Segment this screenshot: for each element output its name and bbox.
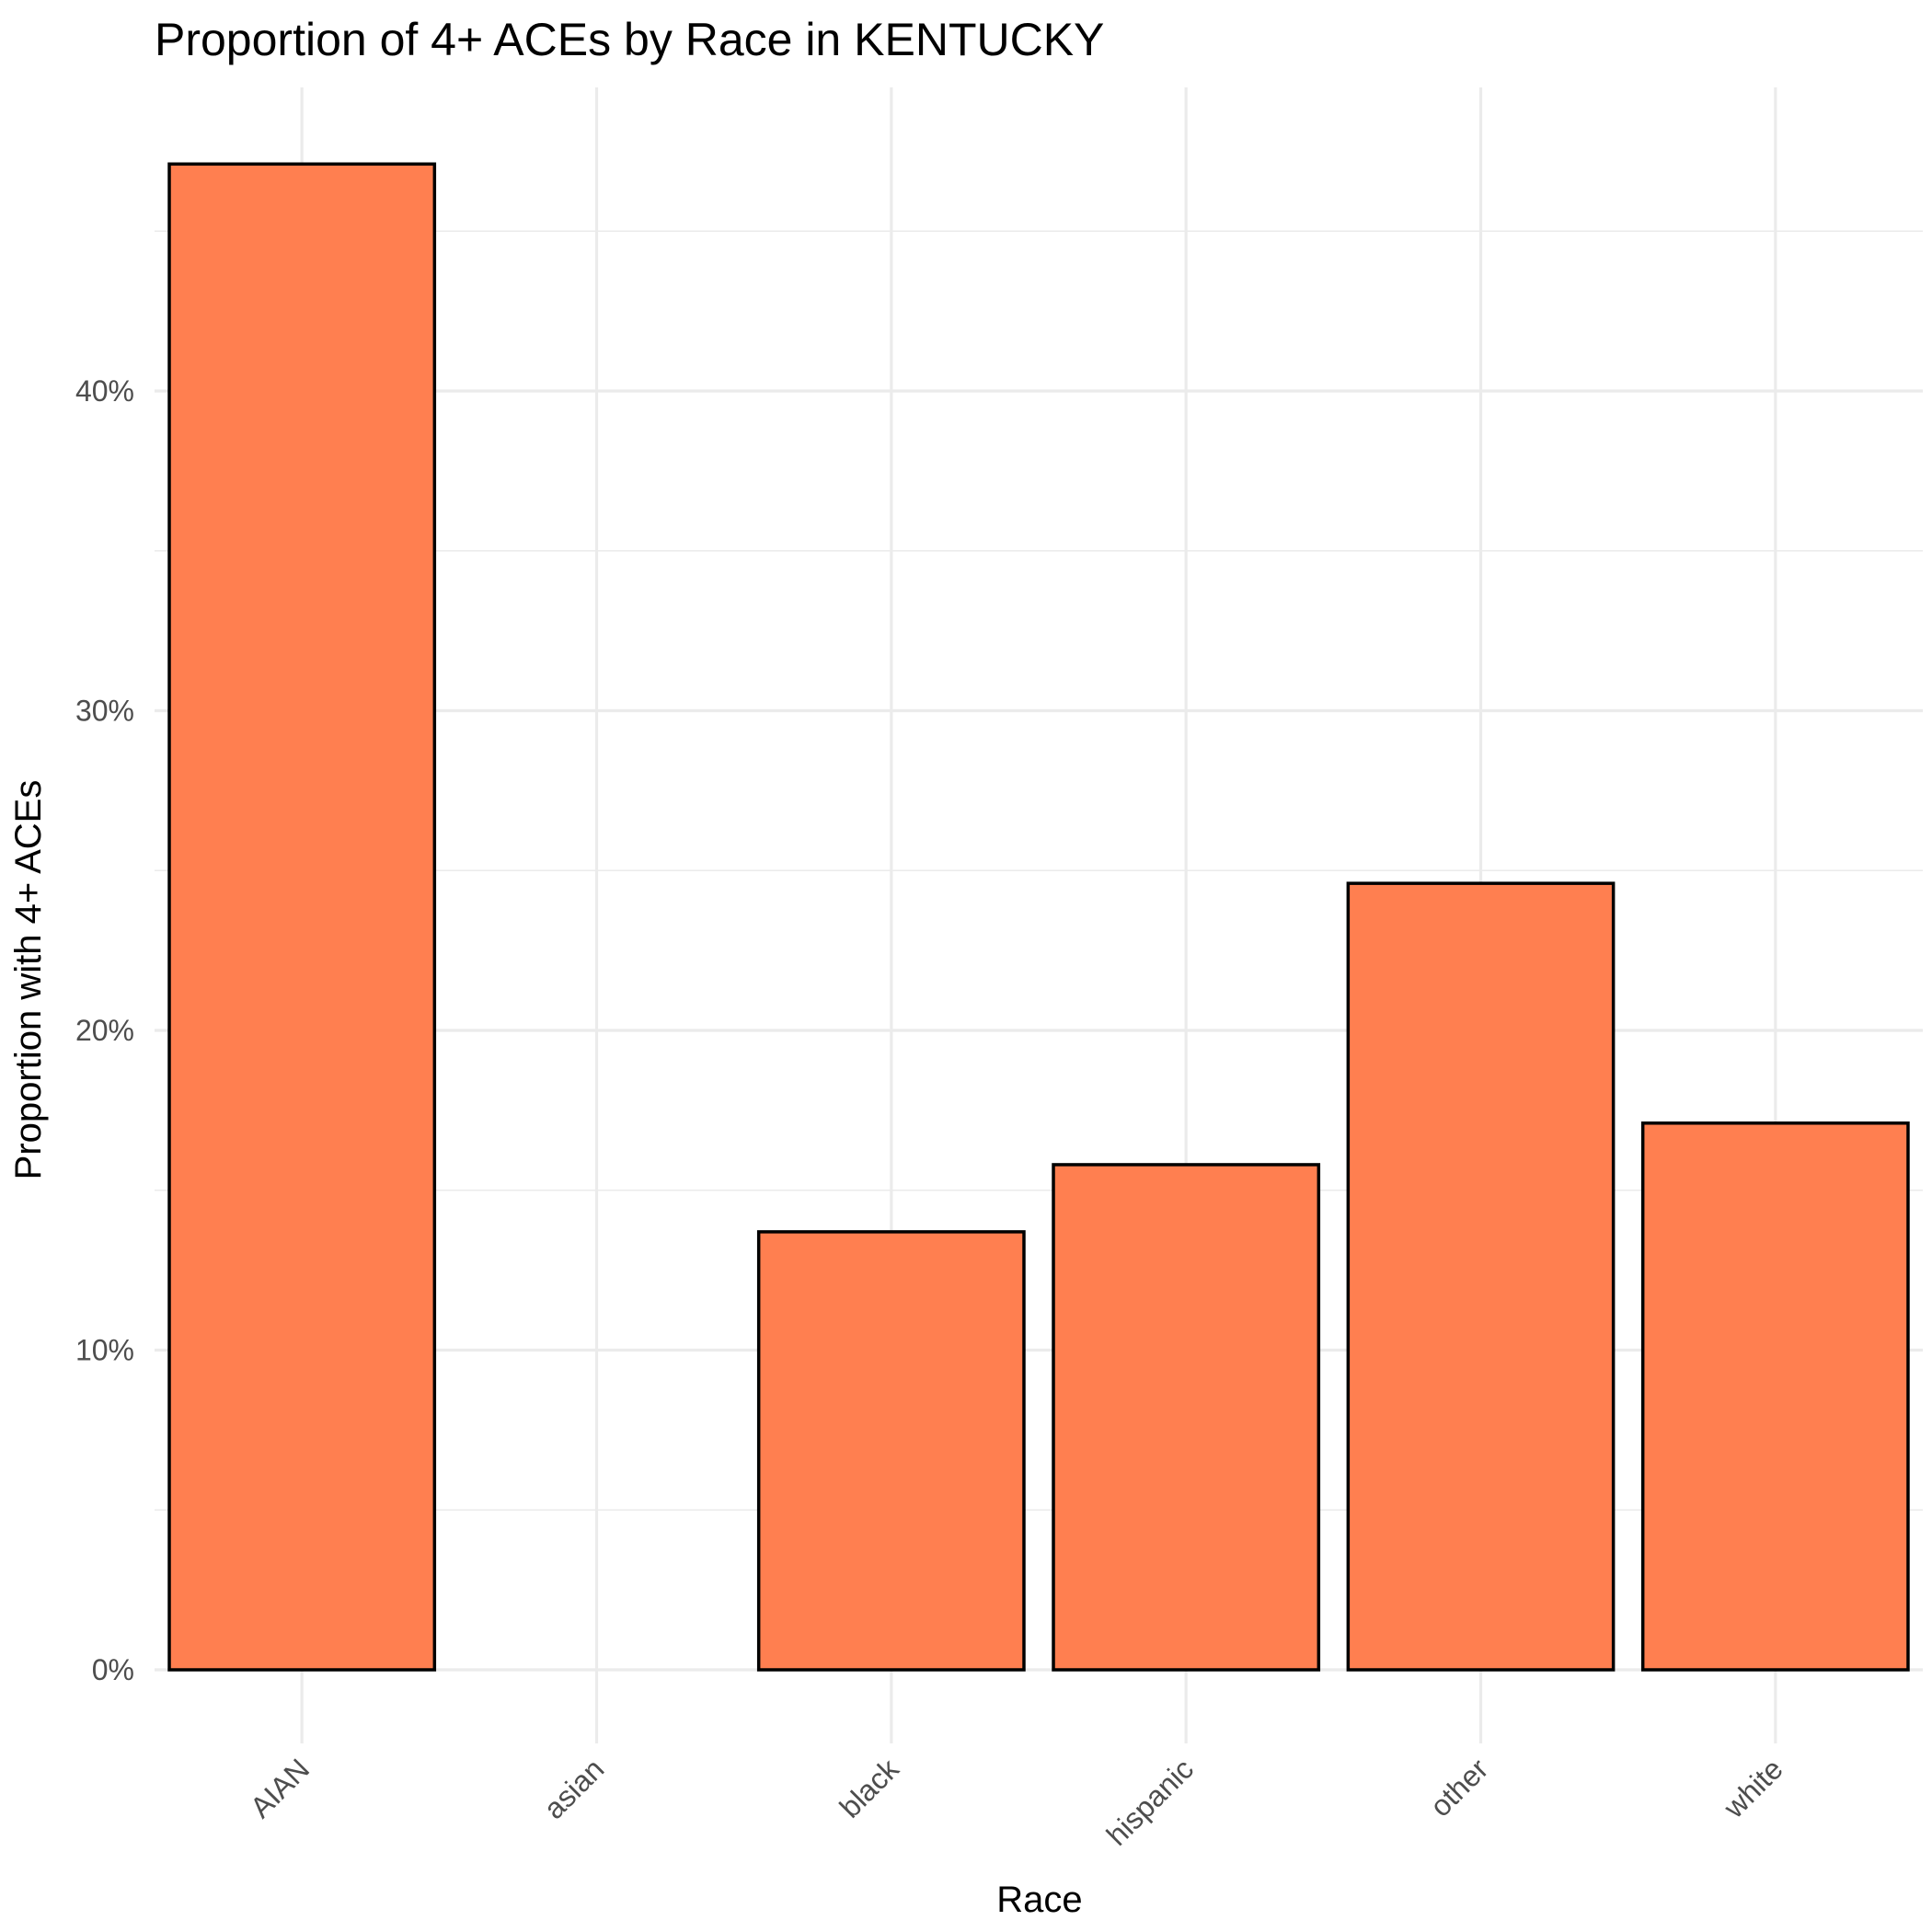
x-tick-label-aian: AIAN — [244, 1752, 316, 1823]
bars — [167, 162, 1910, 1672]
y-axis-ticks: 0% 10% 20% 30% 40% — [75, 374, 134, 1686]
x-tick-label-asian: asian — [537, 1752, 611, 1825]
bar-black — [756, 1230, 1026, 1672]
bar-other — [1346, 881, 1616, 1672]
x-axis-title: Race — [996, 1880, 1082, 1920]
y-tick-label: 0% — [92, 1653, 134, 1686]
x-tick-label-hispanic: hispanic — [1100, 1752, 1200, 1851]
x-tick-label-other: other — [1423, 1752, 1494, 1823]
y-tick-label: 10% — [75, 1334, 134, 1367]
x-axis-ticks: AIAN asian black hispanic other white — [244, 1752, 1789, 1852]
bar-white — [1640, 1121, 1910, 1672]
bar-aian — [167, 162, 437, 1672]
y-tick-label: 20% — [75, 1014, 134, 1047]
x-tick-label-white: white — [1717, 1752, 1789, 1824]
y-tick-label: 30% — [75, 695, 134, 728]
x-tick-label-black: black — [834, 1752, 906, 1824]
chart-title: Proportion of 4+ ACEs by Race in KENTUCK… — [155, 14, 1104, 65]
bar-hispanic — [1052, 1163, 1321, 1672]
y-tick-label: 40% — [75, 374, 134, 408]
y-axis-title: Proportion with 4+ ACEs — [8, 780, 49, 1180]
